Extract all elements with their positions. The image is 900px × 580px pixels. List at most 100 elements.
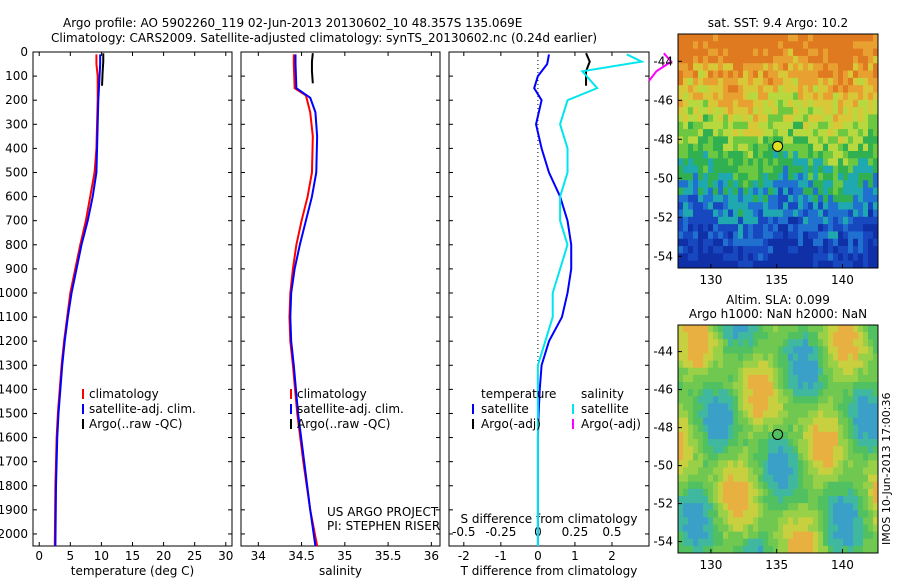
map-cell	[763, 136, 769, 145]
map-cell	[703, 194, 709, 203]
map-cell	[793, 474, 799, 483]
map-cell	[843, 367, 849, 376]
map-cell	[693, 417, 699, 426]
map-cell	[873, 114, 879, 123]
map-cell	[833, 367, 839, 376]
map-cell	[743, 325, 749, 333]
map-cell	[723, 99, 729, 108]
map-cell	[873, 121, 879, 130]
map-cell	[693, 231, 699, 240]
map-cell	[698, 143, 704, 152]
map-cell	[753, 417, 759, 426]
map-cell	[703, 446, 709, 454]
map-cell	[713, 417, 719, 426]
map-cell	[753, 503, 759, 511]
map-cell	[818, 129, 824, 137]
map-cell	[873, 545, 879, 554]
map-cell	[803, 389, 809, 397]
map-cell	[828, 439, 834, 447]
argo-location-marker	[772, 428, 784, 440]
map-cell	[843, 325, 849, 333]
map-cell	[723, 202, 729, 210]
map-cell	[773, 216, 779, 225]
map-cell	[733, 374, 739, 383]
map-cell	[703, 143, 709, 152]
map-cell	[848, 417, 854, 426]
map-cell	[708, 439, 714, 447]
map-cell	[813, 545, 819, 554]
map-cell	[853, 136, 859, 145]
map-cell	[743, 121, 749, 130]
map-cell	[788, 253, 794, 262]
map-cell	[768, 325, 774, 333]
map-cell	[858, 510, 864, 518]
map-cell	[718, 194, 724, 203]
map-cell	[863, 446, 869, 454]
map-cell	[788, 353, 794, 362]
map-cell	[863, 538, 869, 547]
map-cell	[868, 481, 874, 490]
map-cell	[723, 187, 729, 196]
map-cell	[728, 136, 734, 145]
y-tick-label: -50	[653, 171, 673, 185]
map-cell	[688, 339, 694, 347]
map-cell	[828, 231, 834, 240]
y-tick-label: 300	[5, 117, 28, 131]
map-cell	[763, 446, 769, 454]
map-cell	[708, 503, 714, 511]
map-cell	[798, 151, 804, 159]
map-cell	[703, 231, 709, 240]
map-cell	[698, 216, 704, 225]
map-cell	[768, 403, 774, 411]
map-cell	[808, 410, 814, 419]
map-cell	[823, 253, 829, 262]
map-cell	[873, 77, 879, 86]
map-cell	[678, 70, 684, 79]
map-cell	[843, 360, 849, 369]
map-cell	[728, 253, 734, 262]
map-cell	[718, 231, 724, 240]
map-cell	[813, 431, 819, 440]
map-cell	[858, 41, 864, 50]
map-cell	[823, 460, 829, 468]
map-cell	[853, 34, 859, 42]
map-cell	[793, 439, 799, 447]
map-cell	[838, 92, 844, 101]
map-cell	[858, 382, 864, 390]
map-cell	[853, 389, 859, 397]
map-cell	[738, 382, 744, 390]
map-cell	[858, 194, 864, 203]
map-cell	[838, 453, 844, 461]
map-cell	[863, 496, 869, 504]
x-axis-label: salinity	[319, 564, 362, 578]
map-cell	[833, 92, 839, 101]
map-cell	[733, 332, 739, 340]
map-cell	[803, 496, 809, 504]
map-cell	[853, 194, 859, 203]
map-cell	[828, 41, 834, 50]
map-cell	[793, 524, 799, 533]
map-cell	[813, 107, 819, 115]
map-cell	[768, 531, 774, 540]
map-cell	[693, 224, 699, 232]
map-cell	[808, 165, 814, 174]
map-cell	[678, 374, 684, 383]
map-cell	[808, 382, 814, 390]
map-cell	[843, 187, 849, 196]
map-cell	[793, 187, 799, 196]
map-cell	[778, 332, 784, 340]
map-cell	[818, 216, 824, 225]
map-cell	[853, 209, 859, 218]
map-cell	[773, 114, 779, 123]
map-cell	[783, 92, 789, 101]
map-cell	[808, 238, 814, 247]
map-cell	[873, 41, 879, 50]
map-cell	[678, 172, 684, 181]
map-cell	[693, 246, 699, 254]
series-satellite-adj-clim-	[289, 54, 319, 547]
map-cell	[703, 224, 709, 232]
map-cell	[693, 114, 699, 123]
map-cell	[688, 439, 694, 447]
map-cell	[758, 410, 764, 419]
map-cell	[843, 238, 849, 247]
